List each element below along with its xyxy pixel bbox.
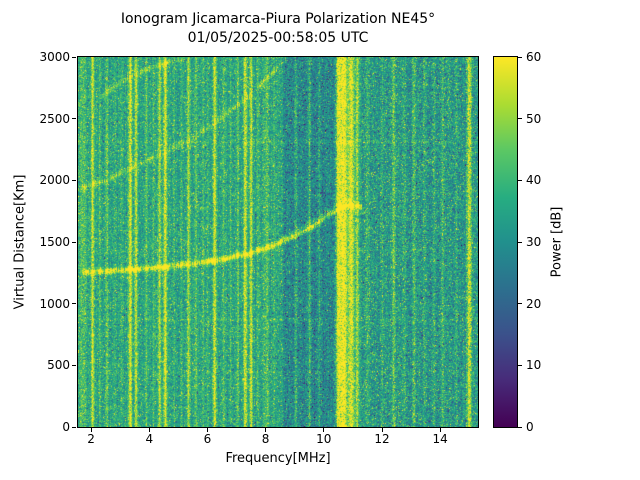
colorbar-tick-mark <box>518 241 522 243</box>
heatmap-canvas <box>78 57 478 427</box>
x-tick-mark <box>439 428 441 432</box>
x-tick-label: 2 <box>87 432 95 446</box>
colorbar-tick-label: 20 <box>526 296 542 311</box>
y-tick-mark <box>72 303 76 305</box>
y-axis-label: Virtual Distance[Km] <box>12 174 28 310</box>
x-tick-label: 14 <box>432 432 448 446</box>
colorbar-tick-label: 10 <box>526 358 542 373</box>
colorbar-tick-label: 50 <box>526 111 542 126</box>
colorbar-tick-mark <box>518 179 522 181</box>
colorbar-tick-label: 60 <box>526 50 542 64</box>
y-tick-label: 2000 <box>39 173 70 188</box>
chart-title: Ionogram Jicamarca-Piura Polarization NE… <box>120 11 436 27</box>
x-axis-label: Frequency[MHz] <box>225 451 331 466</box>
x-tick-label: 8 <box>261 432 270 446</box>
x-tick-label: 6 <box>203 432 212 446</box>
colorbar <box>493 56 518 428</box>
x-tick-mark <box>381 428 383 432</box>
x-tick-mark <box>90 428 92 432</box>
y-tick-mark <box>72 56 76 58</box>
y-tick-mark <box>72 241 76 243</box>
y-tick-mark <box>72 426 76 428</box>
colorbar-tick-label: 30 <box>526 235 542 249</box>
y-tick-mark <box>72 364 76 366</box>
y-tick-label: 500 <box>47 358 70 373</box>
plot-area <box>77 56 479 428</box>
colorbar-label: Power [dB] <box>549 206 565 278</box>
x-tick-mark <box>206 428 208 432</box>
y-tick-mark <box>72 179 76 181</box>
chart-title-block: Ionogram Jicamarca-Piura Polarization NE… <box>78 10 478 48</box>
y-tick-mark <box>72 118 76 120</box>
colorbar-tick-mark <box>518 364 522 366</box>
x-tick-mark <box>148 428 150 432</box>
colorbar-tick-label: 0 <box>526 420 534 434</box>
colorbar-tick-label: 40 <box>526 173 542 188</box>
y-tick-label: 2500 <box>39 111 70 126</box>
y-tick-label: 1000 <box>39 296 70 311</box>
y-tick-label: 1500 <box>39 235 70 249</box>
x-tick-label: 4 <box>145 432 154 446</box>
y-tick-label: 3000 <box>39 50 70 64</box>
colorbar-tick-mark <box>518 118 522 120</box>
colorbar-tick-mark <box>518 426 522 428</box>
x-tick-mark <box>265 428 267 432</box>
chart-subtitle: 01/05/2025-00:58:05 UTC <box>187 30 369 46</box>
x-tick-label: 12 <box>374 432 390 446</box>
colorbar-tick-mark <box>518 303 522 305</box>
x-tick-mark <box>323 428 325 432</box>
colorbar-tick-mark <box>518 56 522 58</box>
y-tick-label: 0 <box>62 420 70 434</box>
x-tick-label: 10 <box>316 432 332 446</box>
